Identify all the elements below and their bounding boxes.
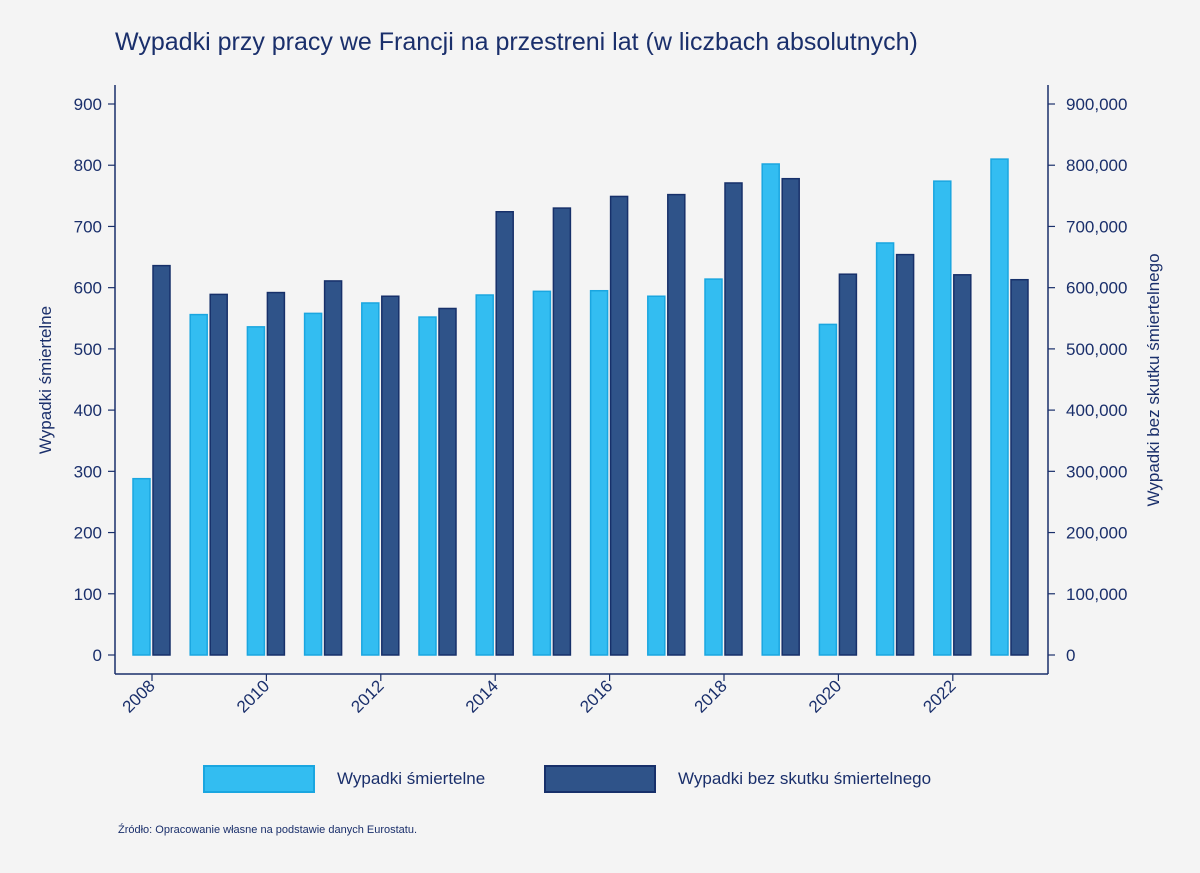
legend-swatch-fatal bbox=[203, 765, 315, 793]
y-right-tick-label: 600,000 bbox=[1066, 279, 1127, 298]
bar-nonfatal-2018 bbox=[724, 182, 743, 656]
y-right-tick-label: 0 bbox=[1066, 646, 1075, 665]
bar-fatal-2009 bbox=[189, 313, 208, 656]
y-left-tick-label: 300 bbox=[74, 462, 102, 481]
y-right-tick-label: 700,000 bbox=[1066, 217, 1127, 236]
bar-fatal-2020 bbox=[818, 323, 838, 656]
bar-nonfatal-2011 bbox=[323, 280, 343, 656]
bar-fatal-2022 bbox=[933, 180, 952, 656]
source-note: Źródło: Opracowanie własne na podstawie … bbox=[118, 824, 418, 836]
x-tick-label: 2010 bbox=[233, 676, 273, 716]
bar-nonfatal-2013 bbox=[438, 307, 457, 656]
bar-fatal-2016 bbox=[589, 289, 609, 656]
bar-fatal-2014 bbox=[475, 294, 494, 656]
bar-fatal-2021 bbox=[875, 242, 895, 656]
legend-swatch-nonfatal bbox=[544, 765, 656, 793]
bar-fatal-2012 bbox=[361, 302, 380, 656]
bar-nonfatal-2017 bbox=[667, 193, 686, 656]
bar-nonfatal-2008 bbox=[152, 264, 171, 656]
x-tick-label: 2012 bbox=[347, 676, 387, 716]
x-tick-label: 2008 bbox=[119, 676, 159, 716]
legend-label-nonfatal: Wypadki bez skutku śmiertelnego bbox=[678, 769, 932, 788]
bar-nonfatal-2023 bbox=[1010, 278, 1029, 656]
bar-fatal-2008 bbox=[132, 477, 151, 656]
legend: Wypadki śmiertelne Wypadki bez skutku śm… bbox=[0, 765, 1200, 797]
bar-fatal-2011 bbox=[303, 312, 323, 656]
y-right-tick-label: 500,000 bbox=[1066, 340, 1127, 359]
x-tick-label: 2022 bbox=[919, 676, 959, 716]
y-left-axis-title: Wypadki śmiertelne bbox=[36, 306, 55, 454]
bar-nonfatal-2015 bbox=[552, 207, 572, 656]
y-left-tick-label: 900 bbox=[74, 95, 102, 114]
y-left-tick-label: 0 bbox=[93, 646, 102, 665]
y-right-tick-label: 300,000 bbox=[1066, 462, 1127, 481]
y-right-tick-label: 200,000 bbox=[1066, 524, 1127, 543]
bar-nonfatal-2021 bbox=[895, 253, 915, 656]
y-left-tick-label: 100 bbox=[74, 585, 102, 604]
bar-nonfatal-2014 bbox=[495, 211, 514, 656]
y-left-tick-label: 800 bbox=[74, 156, 102, 175]
bar-nonfatal-2012 bbox=[381, 295, 400, 656]
x-tick-label: 2020 bbox=[805, 676, 845, 716]
y-left-tick-label: 600 bbox=[74, 279, 102, 298]
legend-item-nonfatal: Wypadki bez skutku śmiertelnego bbox=[544, 765, 931, 793]
y-right-axis-title: Wypadki bez skutku śmiertelnego bbox=[1144, 253, 1163, 506]
bar-fatal-2019 bbox=[761, 163, 780, 656]
bar-nonfatal-2016 bbox=[609, 195, 629, 656]
bar-fatal-2017 bbox=[647, 295, 666, 656]
bar-nonfatal-2009 bbox=[209, 293, 228, 656]
y-right-tick-label: 100,000 bbox=[1066, 585, 1127, 604]
y-left-tick-label: 500 bbox=[74, 340, 102, 359]
y-left-tick-label: 400 bbox=[74, 401, 102, 420]
bar-fatal-2015 bbox=[532, 290, 552, 656]
legend-item-fatal: Wypadki śmiertelne bbox=[203, 765, 485, 793]
y-left-tick-label: 700 bbox=[74, 217, 102, 236]
bar-nonfatal-2020 bbox=[838, 273, 858, 656]
chart-title: Wypadki przy pracy we Francji na przestr… bbox=[115, 28, 918, 56]
bar-fatal-2023 bbox=[990, 158, 1009, 656]
y-right-tick-label: 800,000 bbox=[1066, 156, 1127, 175]
y-left-tick-label: 200 bbox=[74, 524, 102, 543]
bar-nonfatal-2010 bbox=[266, 291, 286, 656]
legend-label-fatal: Wypadki śmiertelne bbox=[337, 769, 486, 788]
x-tick-label: 2014 bbox=[462, 676, 502, 716]
bar-fatal-2018 bbox=[704, 278, 723, 656]
bar-nonfatal-2022 bbox=[953, 274, 972, 656]
bar-fatal-2013 bbox=[418, 316, 437, 656]
y-right-tick-label: 400,000 bbox=[1066, 401, 1127, 420]
x-tick-label: 2018 bbox=[691, 676, 731, 716]
bar-nonfatal-2019 bbox=[781, 177, 800, 656]
bar-fatal-2010 bbox=[246, 326, 266, 656]
y-right-tick-label: 900,000 bbox=[1066, 95, 1127, 114]
x-tick-label: 2016 bbox=[576, 676, 616, 716]
